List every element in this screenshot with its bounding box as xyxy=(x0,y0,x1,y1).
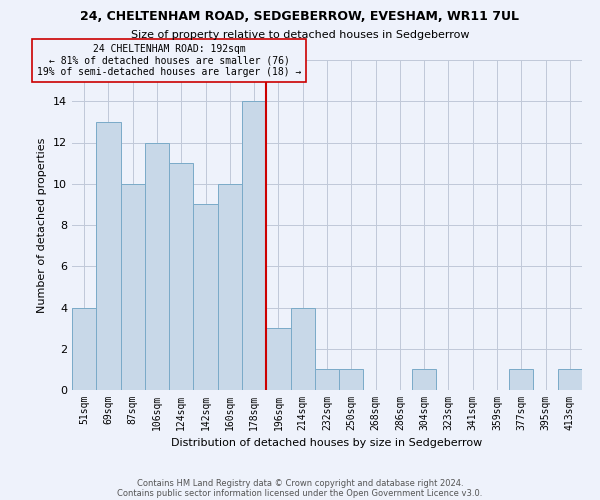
Text: Contains HM Land Registry data © Crown copyright and database right 2024.: Contains HM Land Registry data © Crown c… xyxy=(137,478,463,488)
Bar xyxy=(218,184,242,390)
Bar xyxy=(266,328,290,390)
Text: Contains public sector information licensed under the Open Government Licence v3: Contains public sector information licen… xyxy=(118,488,482,498)
Bar xyxy=(169,163,193,390)
Bar xyxy=(193,204,218,390)
Text: 24 CHELTENHAM ROAD: 192sqm
← 81% of detached houses are smaller (76)
19% of semi: 24 CHELTENHAM ROAD: 192sqm ← 81% of deta… xyxy=(37,44,301,76)
Bar xyxy=(96,122,121,390)
Bar xyxy=(242,101,266,390)
Y-axis label: Number of detached properties: Number of detached properties xyxy=(37,138,47,312)
Bar xyxy=(290,308,315,390)
Text: 24, CHELTENHAM ROAD, SEDGEBERROW, EVESHAM, WR11 7UL: 24, CHELTENHAM ROAD, SEDGEBERROW, EVESHA… xyxy=(80,10,520,23)
X-axis label: Distribution of detached houses by size in Sedgeberrow: Distribution of detached houses by size … xyxy=(172,438,482,448)
Bar xyxy=(412,370,436,390)
Bar xyxy=(315,370,339,390)
Bar xyxy=(72,308,96,390)
Bar xyxy=(121,184,145,390)
Text: Size of property relative to detached houses in Sedgeberrow: Size of property relative to detached ho… xyxy=(131,30,469,40)
Bar xyxy=(339,370,364,390)
Bar xyxy=(145,142,169,390)
Bar xyxy=(509,370,533,390)
Bar xyxy=(558,370,582,390)
